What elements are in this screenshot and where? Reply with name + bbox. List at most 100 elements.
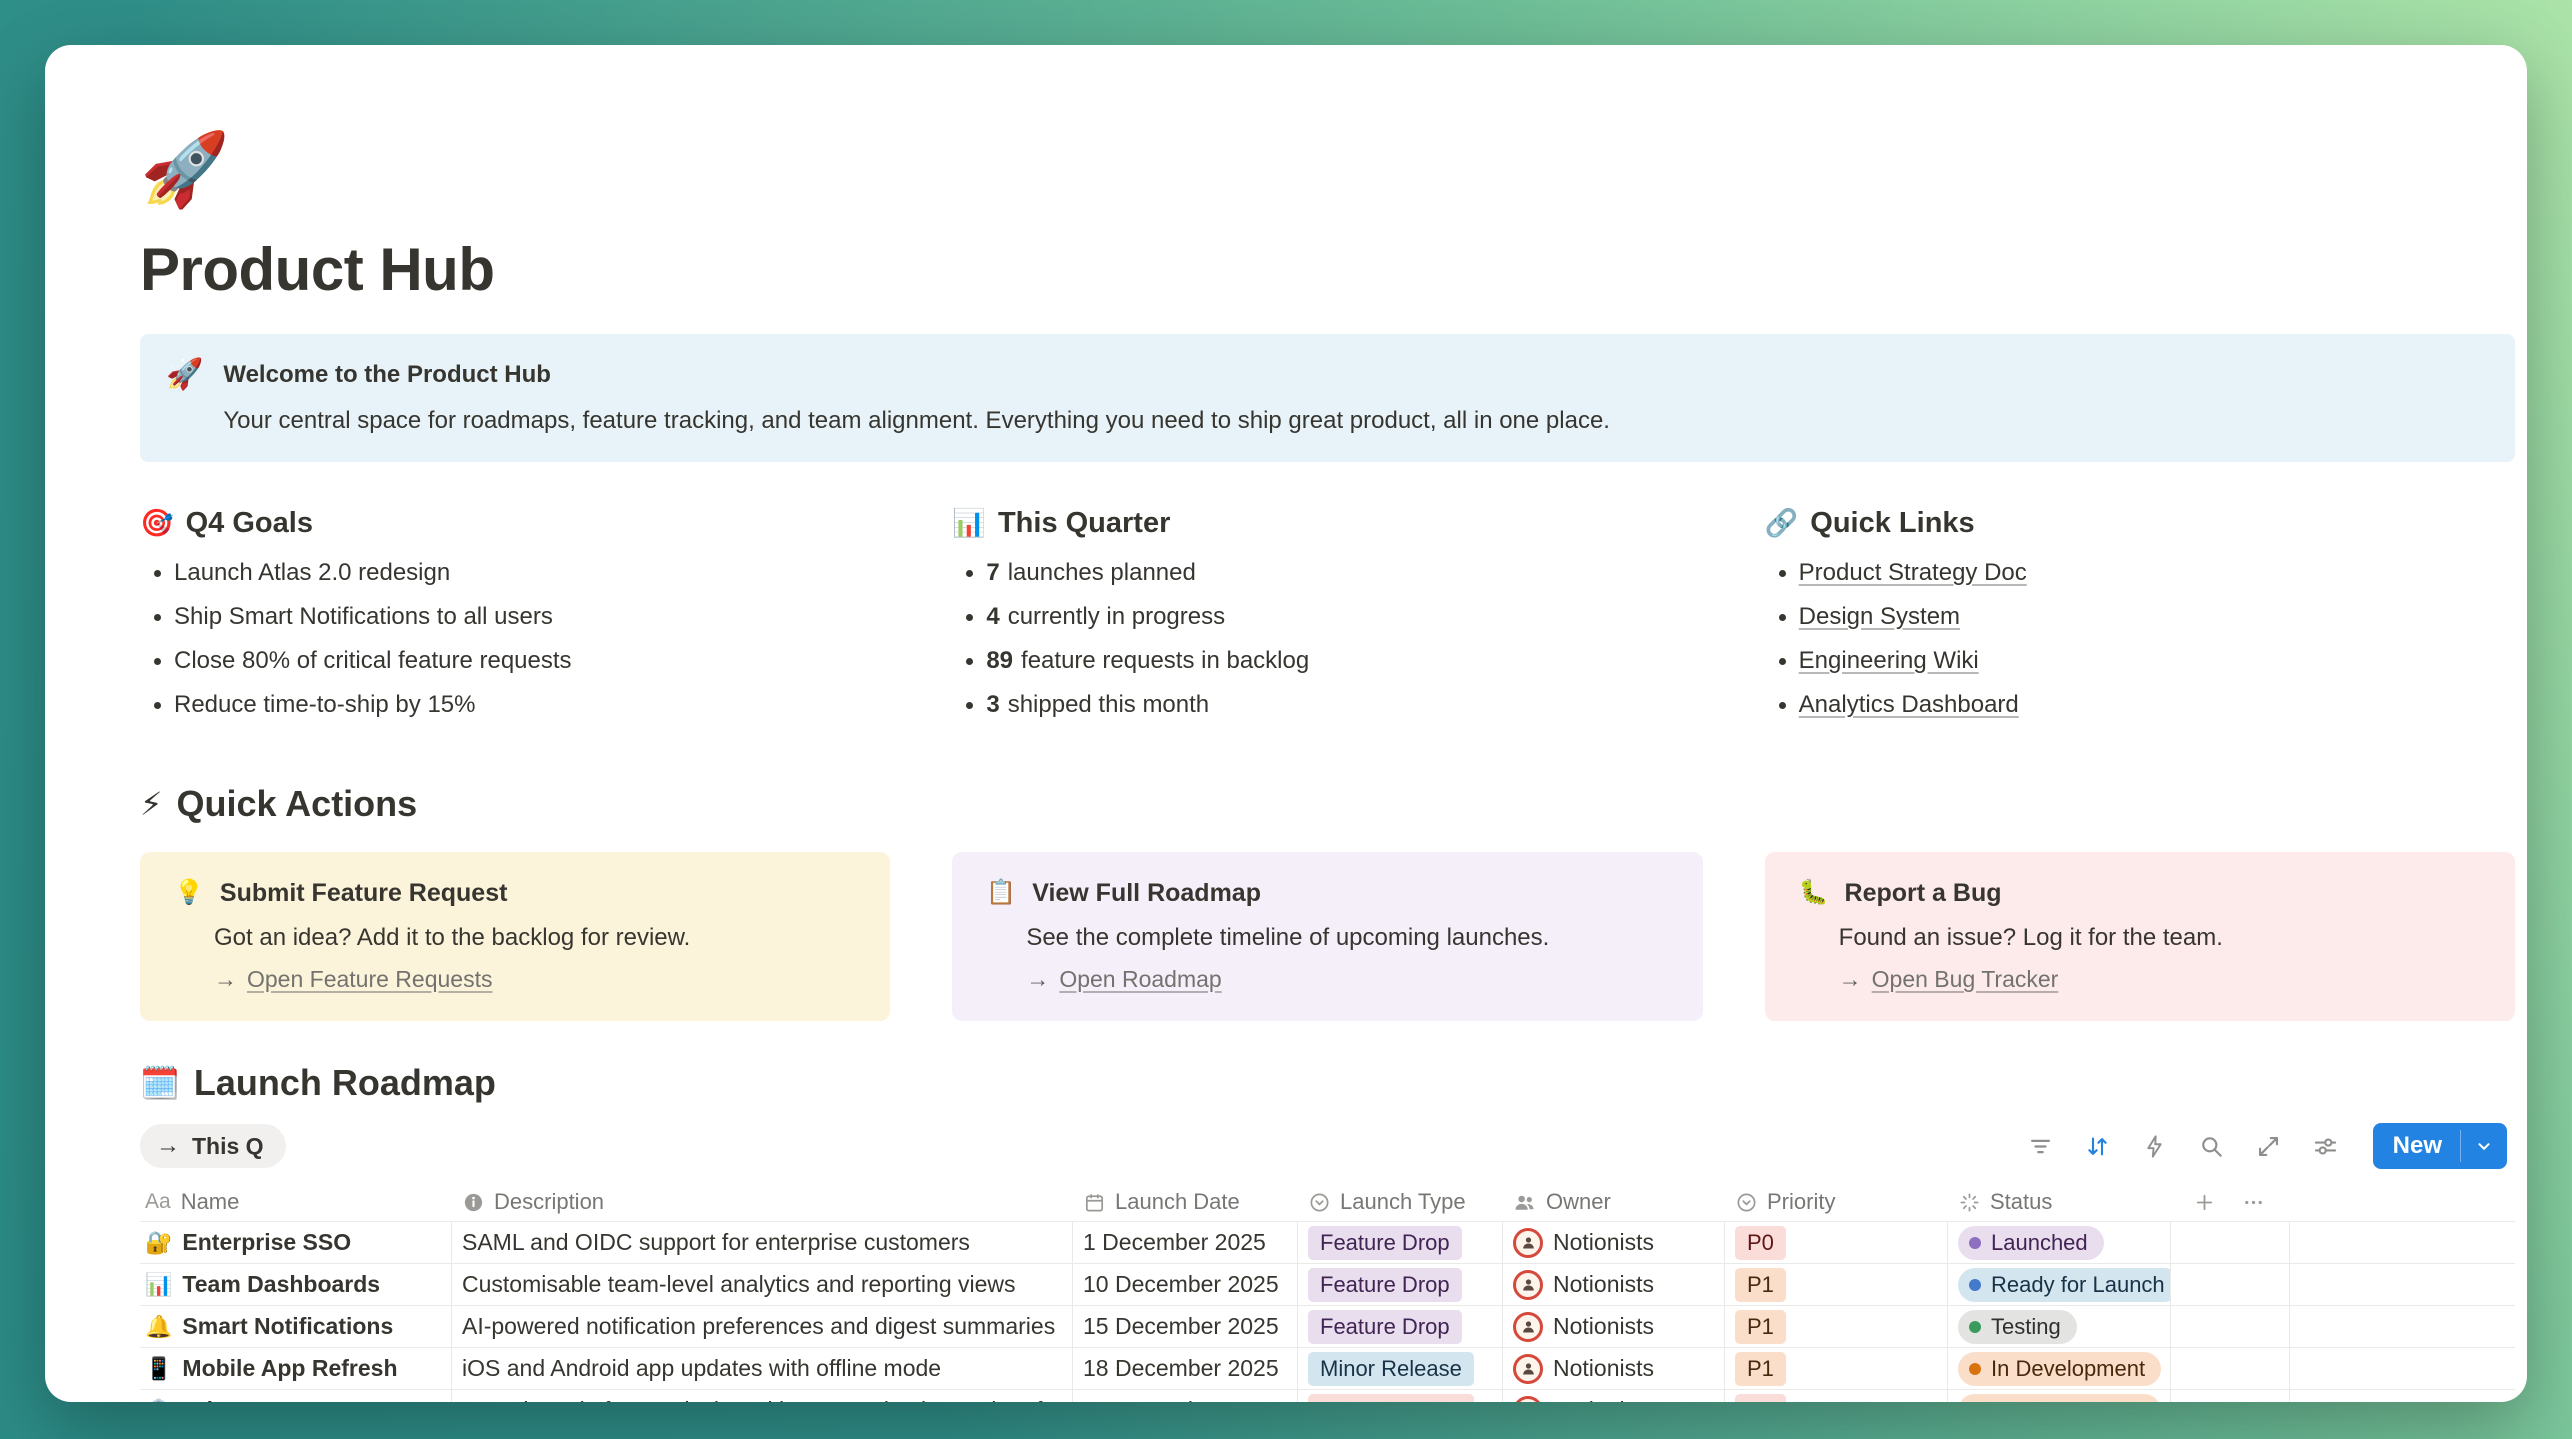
row-launch-date-cell[interactable]: 18 December 2025 bbox=[1073, 1348, 1298, 1389]
row-name-cell[interactable]: 🏛️ Atlas 2.0 bbox=[140, 1390, 452, 1402]
q4-goals-list: Launch Atlas 2.0 redesign Ship Smart Not… bbox=[140, 558, 890, 720]
row-status-cell[interactable]: In Development bbox=[1948, 1390, 2171, 1402]
page-title: Product Hub bbox=[140, 236, 495, 303]
row-owner-cell[interactable]: Notionists bbox=[1503, 1264, 1725, 1305]
link-product-strategy-doc[interactable]: Product Strategy Doc bbox=[1798, 559, 2027, 586]
status-badge: Testing bbox=[1958, 1309, 2077, 1344]
list-item: 7 launches planned bbox=[986, 558, 1702, 588]
column-header-status[interactable]: Status bbox=[1948, 1183, 2171, 1221]
row-launch-type-cell[interactable]: Feature Drop bbox=[1298, 1222, 1503, 1263]
column-header-description[interactable]: Description bbox=[452, 1183, 1073, 1221]
open-feature-requests-link[interactable]: Open Feature Requests bbox=[247, 966, 493, 992]
row-launch-date: 15 December 2025 bbox=[1083, 1313, 1279, 1339]
row-status-cell[interactable]: Testing bbox=[1948, 1306, 2171, 1347]
add-column-icon[interactable] bbox=[2193, 1191, 2216, 1214]
row-launch-date: 18 December 2025 bbox=[1083, 1355, 1279, 1381]
row-description-cell[interactable]: Complete platform redesign with new navi… bbox=[452, 1390, 1073, 1402]
row-priority-cell[interactable]: P0 bbox=[1725, 1390, 1948, 1402]
view-settings-icon[interactable] bbox=[2312, 1133, 2339, 1160]
row-extra-cell[interactable] bbox=[2171, 1264, 2290, 1305]
row-launch-type-cell[interactable]: Feature Drop bbox=[1298, 1306, 1503, 1347]
row-status-cell[interactable]: Ready for Launch bbox=[1948, 1264, 2171, 1305]
row-extra-cell[interactable] bbox=[2171, 1348, 2290, 1389]
row-status-cell[interactable]: Launched bbox=[1948, 1222, 2171, 1263]
sort-icon[interactable] bbox=[2084, 1133, 2111, 1160]
filter-icon[interactable] bbox=[2027, 1133, 2054, 1160]
row-launch-type-cell[interactable]: Major Release bbox=[1298, 1390, 1503, 1402]
card-view-full-roadmap[interactable]: 📋 View Full Roadmap See the complete tim… bbox=[952, 852, 1703, 1021]
card-heading: 💡 Submit Feature Request bbox=[174, 878, 856, 908]
chevron-down-icon bbox=[2478, 1143, 2490, 1150]
new-button-label[interactable]: New bbox=[2392, 1132, 2442, 1159]
expand-icon[interactable] bbox=[2255, 1133, 2282, 1160]
automations-bolt-icon[interactable] bbox=[2141, 1133, 2168, 1160]
column-header-name[interactable]: Aa Name bbox=[140, 1183, 452, 1221]
q4-goals-title: Q4 Goals bbox=[185, 507, 313, 539]
column-header-launch-type[interactable]: Launch Type bbox=[1298, 1183, 1503, 1221]
row-launch-date-cell[interactable]: 10 December 2025 bbox=[1073, 1264, 1298, 1305]
table-row[interactable]: 🏛️ Atlas 2.0 Complete platform redesign … bbox=[140, 1390, 2515, 1402]
row-launch-date-cell[interactable]: 15 December 2025 bbox=[1073, 1306, 1298, 1347]
column-header-priority[interactable]: Priority bbox=[1725, 1183, 1948, 1221]
table-row[interactable]: 📱 Mobile App Refresh iOS and Android app… bbox=[140, 1348, 2515, 1390]
row-extra-cell[interactable] bbox=[2171, 1222, 2290, 1263]
table-row[interactable]: 🔐 Enterprise SSO SAML and OIDC support f… bbox=[140, 1222, 2515, 1264]
new-button-dropdown[interactable] bbox=[2461, 1123, 2507, 1169]
clipboard-icon: 📋 bbox=[986, 879, 1017, 906]
column-header-owner[interactable]: Owner bbox=[1503, 1183, 1725, 1221]
row-priority-cell[interactable]: P1 bbox=[1725, 1264, 1948, 1305]
priority-badge: P1 bbox=[1735, 1267, 1786, 1302]
row-owner-cell[interactable]: Notionists bbox=[1503, 1222, 1725, 1263]
row-owner-cell[interactable]: Notionists bbox=[1503, 1348, 1725, 1389]
row-description-cell[interactable]: Customisable team-level analytics and re… bbox=[452, 1264, 1073, 1305]
row-name-cell[interactable]: 📱 Mobile App Refresh bbox=[140, 1348, 452, 1389]
row-priority-cell[interactable]: P1 bbox=[1725, 1306, 1948, 1347]
row-description-cell[interactable]: AI-powered notification preferences and … bbox=[452, 1306, 1073, 1347]
row-launch-type-cell[interactable]: Feature Drop bbox=[1298, 1264, 1503, 1305]
callout-text: Welcome to the Product Hub Your central … bbox=[223, 358, 1610, 436]
column-header-launch-date[interactable]: Launch Date bbox=[1073, 1183, 1298, 1221]
status-dot bbox=[1969, 1236, 1981, 1249]
card-link-row: → Open Bug Tracker bbox=[1839, 966, 2481, 993]
open-bug-tracker-link[interactable]: Open Bug Tracker bbox=[1871, 966, 2059, 992]
row-name-cell[interactable]: 🔔 Smart Notifications bbox=[140, 1306, 452, 1347]
card-submit-feature-request[interactable]: 💡 Submit Feature Request Got an idea? Ad… bbox=[140, 852, 891, 1021]
row-owner-cell[interactable]: Notionists bbox=[1503, 1390, 1725, 1402]
link-design-system[interactable]: Design System bbox=[1798, 603, 1961, 630]
new-button[interactable]: New bbox=[2372, 1123, 2507, 1169]
row-status-cell[interactable]: In Development bbox=[1948, 1348, 2171, 1389]
owner-avatar bbox=[1513, 1227, 1543, 1258]
card-report-a-bug[interactable]: 🐛 Report a Bug Found an issue? Log it fo… bbox=[1764, 852, 2515, 1021]
row-owner-cell[interactable]: Notionists bbox=[1503, 1306, 1725, 1347]
q4-goals-column: 🎯 Q4 Goals Launch Atlas 2.0 redesign Shi… bbox=[140, 506, 890, 734]
row-name-cell[interactable]: 📊 Team Dashboards bbox=[140, 1264, 452, 1305]
row-priority-cell[interactable]: P1 bbox=[1725, 1348, 1948, 1389]
link-engineering-wiki[interactable]: Engineering Wiki bbox=[1798, 647, 1979, 674]
row-launch-date-cell[interactable]: 22 December 2025 bbox=[1073, 1390, 1298, 1402]
row-name-cell[interactable]: 🔐 Enterprise SSO bbox=[140, 1222, 452, 1263]
quick-actions-title: Quick Actions bbox=[176, 783, 418, 824]
card-link-row: → Open Feature Requests bbox=[214, 966, 856, 993]
table-row[interactable]: 🔔 Smart Notifications AI-powered notific… bbox=[140, 1306, 2515, 1348]
row-launch-type-cell[interactable]: Minor Release bbox=[1298, 1348, 1503, 1389]
view-tab-this-q[interactable]: → This Q bbox=[140, 1124, 286, 1168]
row-description-cell[interactable]: iOS and Android app updates with offline… bbox=[452, 1348, 1073, 1389]
table-row[interactable]: 📊 Team Dashboards Customisable team-leve… bbox=[140, 1264, 2515, 1306]
this-quarter-column: 📊 This Quarter 7 launches planned 4 curren… bbox=[952, 506, 1702, 734]
link-analytics-dashboard[interactable]: Analytics Dashboard bbox=[1798, 691, 2019, 718]
list-item: 3 shipped this month bbox=[986, 690, 1702, 720]
row-extra-cell[interactable] bbox=[2171, 1390, 2290, 1402]
row-launch-date-cell[interactable]: 1 December 2025 bbox=[1073, 1222, 1298, 1263]
page-icon[interactable]: 🚀 bbox=[140, 130, 230, 210]
row-extra-cell[interactable] bbox=[2171, 1306, 2290, 1347]
search-icon[interactable] bbox=[2198, 1133, 2225, 1160]
list-item: Launch Atlas 2.0 redesign bbox=[174, 558, 890, 588]
row-priority-cell[interactable]: P0 bbox=[1725, 1222, 1948, 1263]
callout-body: Your central space for roadmaps, feature… bbox=[223, 407, 1610, 434]
open-roadmap-link[interactable]: Open Roadmap bbox=[1059, 966, 1222, 992]
more-options-icon[interactable] bbox=[2242, 1191, 2265, 1214]
stat-text: currently in progress bbox=[1007, 603, 1226, 630]
row-description-cell[interactable]: SAML and OIDC support for enterprise cus… bbox=[452, 1222, 1073, 1263]
welcome-callout: 🚀 Welcome to the Product Hub Your centra… bbox=[140, 334, 2515, 462]
status-badge: Launched bbox=[1958, 1225, 2104, 1260]
